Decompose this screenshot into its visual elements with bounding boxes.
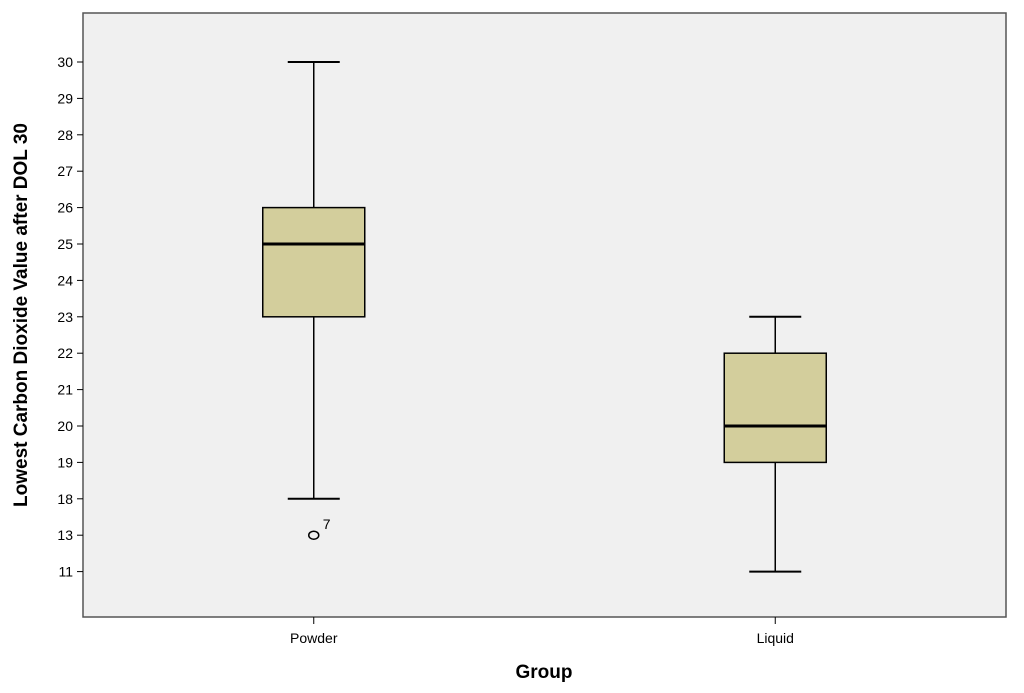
y-axis: 30 29 28 27 26 25 24 23 22 21 20 19 18 13 11 bbox=[57, 54, 83, 580]
y-tick-label: 28 bbox=[57, 127, 73, 143]
iqr-box bbox=[262, 206, 366, 318]
y-tick-label: 13 bbox=[57, 527, 73, 543]
y-axis-title: Lowest Carbon Dioxide Value after DOL 30 bbox=[11, 123, 32, 507]
box-group-powder: 7 bbox=[262, 61, 366, 540]
x-axis: Powder Liquid bbox=[290, 617, 794, 646]
y-tick-label: 22 bbox=[57, 345, 73, 361]
x-tick-label: Liquid bbox=[757, 630, 794, 646]
box-group-liquid bbox=[723, 315, 827, 573]
y-tick-label: 30 bbox=[57, 54, 73, 70]
iqr-box bbox=[723, 352, 827, 464]
y-tick-label: 18 bbox=[57, 491, 73, 507]
y-tick-label: 26 bbox=[57, 200, 73, 216]
y-tick-label: 23 bbox=[57, 309, 73, 325]
outlier-label: 7 bbox=[323, 516, 331, 532]
boxes: 7 bbox=[262, 61, 827, 573]
outlier-point bbox=[308, 530, 320, 540]
y-tick-label: 24 bbox=[57, 272, 73, 288]
y-tick-label: 27 bbox=[57, 163, 73, 179]
y-tick-label: 20 bbox=[57, 418, 73, 434]
y-tick-label: 29 bbox=[57, 90, 73, 106]
y-tick-label: 21 bbox=[57, 382, 73, 398]
y-tick-label: 11 bbox=[58, 564, 73, 580]
x-axis-title: Group bbox=[516, 662, 573, 683]
plot-area bbox=[82, 12, 1007, 618]
y-tick-label: 19 bbox=[57, 454, 73, 470]
y-tick-label: 25 bbox=[57, 236, 73, 252]
x-tick-label: Powder bbox=[290, 630, 338, 646]
